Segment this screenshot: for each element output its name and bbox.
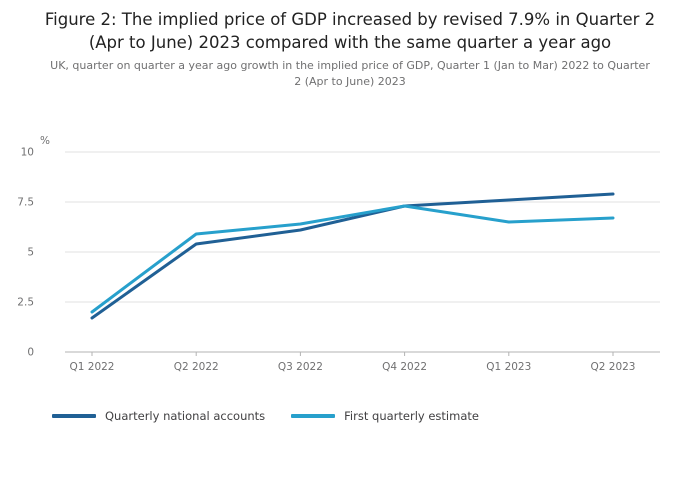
legend-swatch-icon xyxy=(291,414,336,418)
y-axis-unit-label: % xyxy=(40,135,50,147)
series-line xyxy=(90,192,615,320)
x-tick-label: Q1 2022 xyxy=(69,361,114,373)
series-line xyxy=(90,204,615,314)
y-tick-label: 7.5 xyxy=(17,197,34,209)
legend-item-first-quarterly-estimate: First quarterly estimate xyxy=(291,409,479,423)
x-tick-label: Q4 2022 xyxy=(382,361,427,373)
legend-label: Quarterly national accounts xyxy=(105,409,266,423)
legend-item-quarterly-national-accounts: Quarterly national accounts xyxy=(52,409,265,423)
legend-label: First quarterly estimate xyxy=(344,409,479,423)
x-tick-label: Q2 2022 xyxy=(174,361,219,373)
chart-legend: Quarterly national accounts First quarte… xyxy=(52,409,479,423)
x-tick-label: Q1 2023 xyxy=(486,361,531,373)
y-tick-label: 5 xyxy=(27,247,34,259)
line-chart: % 0 2.5 5 7.5 10 Q1 2022 Q2 2022 Q3 2022 Q4 2022 Q… xyxy=(17,135,660,373)
legend-swatch-icon xyxy=(52,414,96,418)
chart-title: Figure 2: The implied price of GDP incre… xyxy=(44,10,656,53)
chart-subtitle: UK, quarter on quarter a year ago growth… xyxy=(50,59,650,88)
y-tick-label: 0 xyxy=(27,347,34,359)
y-tick-label: 10 xyxy=(21,147,34,159)
x-tick-label: Q3 2022 xyxy=(278,361,323,373)
y-tick-label: 2.5 xyxy=(17,297,34,309)
x-tick-label: Q2 2023 xyxy=(590,361,635,373)
